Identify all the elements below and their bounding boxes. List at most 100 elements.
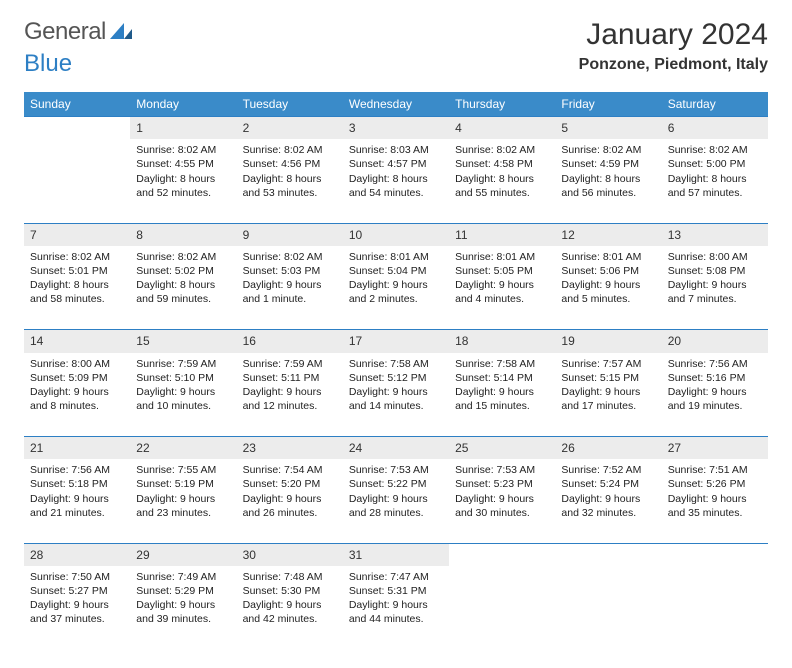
day-cell: Sunrise: 7:58 AMSunset: 5:14 PMDaylight:… bbox=[449, 353, 555, 437]
day-number: 4 bbox=[449, 117, 555, 140]
sunrise-text: Sunrise: 8:02 AM bbox=[243, 250, 337, 264]
sunset-text: Sunset: 5:11 PM bbox=[243, 371, 337, 385]
daylight-text-2: and 39 minutes. bbox=[136, 612, 230, 626]
day-number: 22 bbox=[130, 437, 236, 460]
day-number: 9 bbox=[237, 223, 343, 246]
sunset-text: Sunset: 5:19 PM bbox=[136, 477, 230, 491]
daylight-text-2: and 4 minutes. bbox=[455, 292, 549, 306]
day-number: 5 bbox=[555, 117, 661, 140]
daylight-text-1: Daylight: 8 hours bbox=[455, 172, 549, 186]
sunset-text: Sunset: 5:00 PM bbox=[668, 157, 762, 171]
day-content-row: Sunrise: 8:02 AM Sunset: 4:55 PM Daylight:… bbox=[24, 139, 768, 223]
day-content-row: Sunrise: 8:00 AMSunset: 5:09 PMDaylight:… bbox=[24, 353, 768, 437]
daylight-text-2: and 42 minutes. bbox=[243, 612, 337, 626]
location: Ponzone, Piedmont, Italy bbox=[579, 56, 768, 74]
day-number: 27 bbox=[662, 437, 768, 460]
sunset-text: Sunset: 5:23 PM bbox=[455, 477, 549, 491]
daylight-text-2: and 58 minutes. bbox=[30, 292, 124, 306]
daylight-text-1: Daylight: 9 hours bbox=[349, 598, 443, 612]
daylight-text-1: Daylight: 8 hours bbox=[561, 172, 655, 186]
daylight-text-1: Daylight: 9 hours bbox=[455, 492, 549, 506]
daylight-text-2: and 2 minutes. bbox=[349, 292, 443, 306]
daylight-text-2: and 32 minutes. bbox=[561, 506, 655, 520]
day-number: 12 bbox=[555, 223, 661, 246]
day-cell: Sunrise: 7:51 AMSunset: 5:26 PMDaylight:… bbox=[662, 459, 768, 543]
sunset-text: Sunset: 5:22 PM bbox=[349, 477, 443, 491]
sunrise-text: Sunrise: 8:02 AM bbox=[243, 143, 337, 157]
daylight-text-2: and 14 minutes. bbox=[349, 399, 443, 413]
sunset-text: Sunset: 5:12 PM bbox=[349, 371, 443, 385]
day-number-row: 78910111213 bbox=[24, 223, 768, 246]
sunset-text: Sunset: 5:03 PM bbox=[243, 264, 337, 278]
daylight-text-2: and 35 minutes. bbox=[668, 506, 762, 520]
day-number bbox=[555, 543, 661, 566]
day-cell: Sunrise: 7:47 AMSunset: 5:31 PMDaylight:… bbox=[343, 566, 449, 650]
daylight-text-1: Daylight: 9 hours bbox=[30, 492, 124, 506]
title-block: January 2024 Ponzone, Piedmont, Italy bbox=[579, 18, 768, 74]
day-cell: Sunrise: 7:53 AMSunset: 5:22 PMDaylight:… bbox=[343, 459, 449, 543]
daylight-text-1: Daylight: 9 hours bbox=[30, 598, 124, 612]
sunrise-text: Sunrise: 7:56 AM bbox=[30, 463, 124, 477]
sunrise-text: Sunrise: 7:53 AM bbox=[349, 463, 443, 477]
sunset-text: Sunset: 5:06 PM bbox=[561, 264, 655, 278]
daylight-text-1: Daylight: 8 hours bbox=[349, 172, 443, 186]
daylight-text-2: and 19 minutes. bbox=[668, 399, 762, 413]
month-title: January 2024 bbox=[579, 18, 768, 52]
day-number: 16 bbox=[237, 330, 343, 353]
sunrise-text: Sunrise: 8:01 AM bbox=[455, 250, 549, 264]
day-number: 11 bbox=[449, 223, 555, 246]
sunrise-text: Sunrise: 8:01 AM bbox=[561, 250, 655, 264]
sunrise-text: Sunrise: 8:02 AM bbox=[136, 250, 230, 264]
sunrise-text: Sunrise: 7:52 AM bbox=[561, 463, 655, 477]
daylight-text-2: and 17 minutes. bbox=[561, 399, 655, 413]
day-cell: Sunrise: 8:00 AMSunset: 5:08 PMDaylight:… bbox=[662, 246, 768, 330]
day-content-row: Sunrise: 7:50 AMSunset: 5:27 PMDaylight:… bbox=[24, 566, 768, 650]
sunset-text: Sunset: 5:24 PM bbox=[561, 477, 655, 491]
sunrise-text: Sunrise: 7:55 AM bbox=[136, 463, 230, 477]
day-number: 10 bbox=[343, 223, 449, 246]
day-header: Saturday bbox=[662, 92, 768, 117]
sunrise-text: Sunrise: 7:57 AM bbox=[561, 357, 655, 371]
daylight-text-2: and 56 minutes. bbox=[561, 186, 655, 200]
daylight-text-2: and 5 minutes. bbox=[561, 292, 655, 306]
sunset-text: Sunset: 4:57 PM bbox=[349, 157, 443, 171]
sunset-text: Sunset: 4:59 PM bbox=[561, 157, 655, 171]
day-number: 30 bbox=[237, 543, 343, 566]
daylight-text-1: Daylight: 9 hours bbox=[455, 385, 549, 399]
sunset-text: Sunset: 4:55 PM bbox=[136, 157, 230, 171]
day-number: 13 bbox=[662, 223, 768, 246]
day-cell: Sunrise: 7:56 AMSunset: 5:16 PMDaylight:… bbox=[662, 353, 768, 437]
day-cell: Sunrise: 8:02 AMSunset: 4:55 PMDaylight:… bbox=[130, 139, 236, 223]
day-number: 21 bbox=[24, 437, 130, 460]
day-number: 1 bbox=[130, 117, 236, 140]
day-cell: Sunrise: 7:56 AMSunset: 5:18 PMDaylight:… bbox=[24, 459, 130, 543]
day-number: 23 bbox=[237, 437, 343, 460]
day-cell: Sunrise: 8:02 AMSunset: 4:59 PMDaylight:… bbox=[555, 139, 661, 223]
day-cell: Sunrise: 8:02 AMSunset: 4:58 PMDaylight:… bbox=[449, 139, 555, 223]
day-number bbox=[449, 543, 555, 566]
day-number: 6 bbox=[662, 117, 768, 140]
daylight-text-2: and 7 minutes. bbox=[668, 292, 762, 306]
day-number-row: 28293031 bbox=[24, 543, 768, 566]
sunrise-text: Sunrise: 7:49 AM bbox=[136, 570, 230, 584]
sunset-text: Sunset: 5:27 PM bbox=[30, 584, 124, 598]
daylight-text-2: and 53 minutes. bbox=[243, 186, 337, 200]
sunrise-text: Sunrise: 7:59 AM bbox=[136, 357, 230, 371]
daylight-text-1: Daylight: 9 hours bbox=[668, 385, 762, 399]
day-cell bbox=[24, 139, 130, 223]
day-number: 18 bbox=[449, 330, 555, 353]
daylight-text-1: Daylight: 8 hours bbox=[136, 278, 230, 292]
sunset-text: Sunset: 4:56 PM bbox=[243, 157, 337, 171]
sunrise-text: Sunrise: 7:54 AM bbox=[243, 463, 337, 477]
sunset-text: Sunset: 5:15 PM bbox=[561, 371, 655, 385]
daylight-text-1: Daylight: 9 hours bbox=[243, 598, 337, 612]
day-cell: Sunrise: 8:03 AMSunset: 4:57 PMDaylight:… bbox=[343, 139, 449, 223]
day-content-row: Sunrise: 7:56 AMSunset: 5:18 PMDaylight:… bbox=[24, 459, 768, 543]
day-cell bbox=[662, 566, 768, 650]
day-cell: Sunrise: 7:59 AMSunset: 5:11 PMDaylight:… bbox=[237, 353, 343, 437]
daylight-text-1: Daylight: 9 hours bbox=[136, 598, 230, 612]
sunrise-text: Sunrise: 8:02 AM bbox=[561, 143, 655, 157]
daylight-text-2: and 23 minutes. bbox=[136, 506, 230, 520]
day-header: Thursday bbox=[449, 92, 555, 117]
daylight-text-2: and 57 minutes. bbox=[668, 186, 762, 200]
